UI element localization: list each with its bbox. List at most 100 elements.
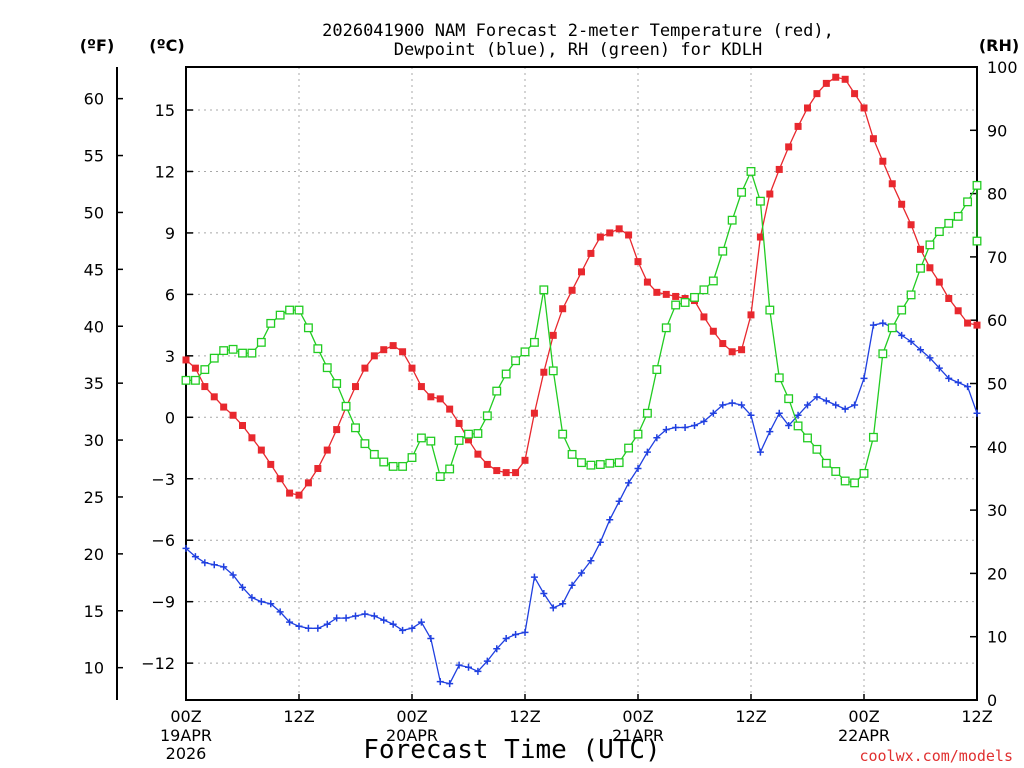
rh-point (303, 323, 313, 333)
x-tick-label: 12Z (735, 707, 766, 726)
temperature-point (709, 327, 717, 335)
rh-point (953, 211, 963, 221)
temperature-point (201, 383, 209, 391)
temperature-point (427, 393, 435, 401)
rh-point (671, 300, 681, 310)
rh-point (887, 323, 897, 333)
dewpoint-point (841, 405, 849, 413)
temperature-point (775, 165, 783, 173)
dewpoint-point (851, 401, 859, 409)
dewpoint-point (465, 663, 472, 671)
rh-point (652, 365, 662, 375)
dewpoint-point (879, 319, 887, 327)
rh-point (859, 468, 869, 478)
temperature-point (813, 90, 821, 98)
temperature-point (945, 294, 953, 302)
rh-point (492, 386, 502, 396)
x-tick-label: 12Z (283, 707, 314, 726)
temperature-point (323, 446, 331, 454)
rh-tick-label: 0 (987, 691, 997, 710)
dewpoint-point (549, 604, 557, 612)
fahrenheit-tick-label: 50 (84, 203, 104, 222)
series-dewpoint (182, 319, 981, 688)
dewpoint-point (775, 409, 783, 417)
dewpoint-point (945, 374, 953, 382)
dewpoint-point (794, 411, 802, 419)
temperature-point (879, 157, 887, 165)
temperature-point (851, 90, 859, 98)
rh-point (718, 246, 728, 256)
celsius-unit-label: (ºC) (149, 36, 184, 55)
rh-point (812, 444, 822, 454)
x-tick-sublabel: 2026 (166, 744, 207, 763)
rh-point (529, 337, 539, 347)
dewpoint-line (185, 322, 978, 685)
dewpoint-point (342, 614, 350, 622)
rh-point (831, 467, 841, 476)
x-tick-label: 00Z (396, 707, 427, 726)
temperature-point (286, 489, 294, 497)
dewpoint-point (596, 538, 604, 546)
temperature-point (653, 288, 661, 296)
temperature-point (239, 421, 246, 429)
temperature-point (756, 233, 764, 241)
dewpoint-point (286, 618, 294, 626)
dewpoint-point (257, 598, 265, 606)
series-temperature (182, 73, 981, 499)
dewpoint-point (860, 374, 868, 382)
x-tick-label: 00Z (170, 707, 201, 726)
temperature-point (954, 307, 962, 315)
chart-title: 2026041900 NAM Forecast 2-meter Temperat… (322, 21, 834, 60)
dewpoint-point (370, 612, 378, 620)
temperature-point (210, 393, 218, 401)
dewpoint-point (389, 620, 397, 628)
fahrenheit-tick-label: 40 (84, 317, 104, 336)
dewpoint-point (917, 346, 924, 354)
dewpoint-point (229, 571, 237, 579)
fahrenheit-unit-label: (ºF) (80, 36, 115, 55)
fahrenheit-tick-label: 10 (84, 659, 104, 678)
x-tick-sublabel: 19APR (160, 726, 212, 745)
temperature-point (512, 469, 520, 477)
rh-point (219, 346, 229, 356)
rh-point (661, 323, 671, 333)
dewpoint-point (643, 448, 651, 456)
rh-point (190, 375, 200, 385)
rh-tick-label: 100 (987, 58, 1018, 77)
rh-point (266, 318, 276, 328)
dewpoint-point (427, 635, 435, 643)
temperature-point (643, 278, 651, 286)
dewpoint-point (182, 544, 190, 552)
dewpoint-point (521, 628, 529, 636)
fahrenheit-tick-label: 35 (84, 374, 104, 393)
dewpoint-point (210, 561, 218, 569)
celsius-tick-label: 6 (165, 285, 175, 304)
rh-point (972, 180, 982, 190)
rh-point (181, 375, 191, 385)
rh-point (803, 433, 812, 443)
fahrenheit-tick-label: 55 (84, 147, 104, 166)
rh-point (520, 347, 530, 357)
temperature-point (370, 352, 378, 360)
fahrenheit-tick-label: 20 (84, 545, 104, 564)
celsius-tick-label: 12 (155, 162, 175, 181)
temperature-point (399, 348, 407, 356)
data-series (181, 73, 982, 688)
rh-point (624, 443, 634, 453)
temperature-point (634, 258, 642, 266)
rh-point (737, 187, 747, 197)
rh-point (605, 458, 615, 468)
temperature-point (747, 311, 755, 319)
temperature-point (191, 364, 199, 372)
dewpoint-point (813, 393, 821, 401)
rh-point (511, 356, 521, 366)
dewpoint-point (361, 610, 369, 618)
rh-tick-label: 10 (987, 628, 1007, 647)
dewpoint-point (766, 428, 774, 436)
temperature-point (578, 268, 585, 276)
dewpoint-point (578, 569, 585, 577)
fahrenheit-tick-label: 15 (84, 602, 104, 621)
celsius-tick-label: 0 (165, 408, 175, 427)
temperature-point (389, 342, 397, 350)
temperature-point (719, 340, 727, 348)
